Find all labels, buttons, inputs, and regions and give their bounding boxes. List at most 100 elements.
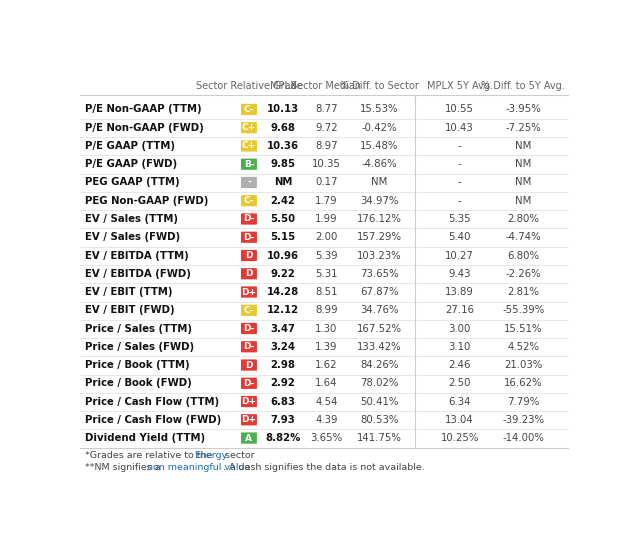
Text: NM: NM [515,141,531,151]
FancyBboxPatch shape [241,177,257,188]
Text: sector: sector [222,451,255,460]
Text: Energy: Energy [194,451,227,460]
Text: 78.02%: 78.02% [360,378,398,388]
Text: EV / EBIT (TTM): EV / EBIT (TTM) [84,287,172,297]
FancyBboxPatch shape [241,341,257,353]
Text: 176.12%: 176.12% [356,214,401,224]
FancyBboxPatch shape [241,250,257,261]
FancyBboxPatch shape [241,214,257,225]
FancyBboxPatch shape [241,268,257,280]
Text: 4.39: 4.39 [316,415,338,425]
Text: Price / Book (TTM): Price / Book (TTM) [84,360,189,370]
Text: C+: C+ [242,123,256,132]
Text: 80.53%: 80.53% [360,415,398,425]
Text: 2.50: 2.50 [449,378,471,388]
Text: 5.15: 5.15 [271,232,296,242]
Text: 2.80%: 2.80% [508,214,540,224]
Text: -0.42%: -0.42% [362,123,397,133]
Text: 2.42: 2.42 [271,196,296,205]
Text: D: D [245,251,253,260]
Text: -3.95%: -3.95% [506,105,541,114]
FancyBboxPatch shape [241,122,257,134]
Text: 0.17: 0.17 [316,178,338,187]
Text: -: - [458,141,461,151]
Text: -4.86%: -4.86% [362,159,397,169]
Text: EV / Sales (TTM): EV / Sales (TTM) [84,214,178,224]
Text: 13.89: 13.89 [445,287,474,297]
Text: Sector Relative Grade: Sector Relative Grade [196,81,302,91]
Text: 21.03%: 21.03% [504,360,543,370]
Text: -: - [458,178,461,187]
Text: 9.85: 9.85 [271,159,296,169]
Text: -39.23%: -39.23% [502,415,544,425]
Text: NM: NM [515,159,531,169]
Text: . A dash signifies the data is not available.: . A dash signifies the data is not avail… [223,463,424,472]
Text: 10.55: 10.55 [445,105,474,114]
Text: 8.97: 8.97 [315,141,338,151]
Text: P/E Non-GAAP (FWD): P/E Non-GAAP (FWD) [84,123,204,133]
Text: B-: B- [244,160,254,169]
Text: 6.34: 6.34 [449,397,471,407]
Text: Sector Median: Sector Median [291,81,362,91]
Text: D: D [245,269,253,278]
Text: D+: D+ [241,397,257,406]
Text: -14.00%: -14.00% [502,433,544,443]
Text: EV / EBIT (FWD): EV / EBIT (FWD) [84,305,174,315]
Text: P/E Non-GAAP (TTM): P/E Non-GAAP (TTM) [84,105,201,114]
Text: P/E GAAP (FWD): P/E GAAP (FWD) [84,159,177,169]
Text: 4.52%: 4.52% [508,342,540,352]
FancyBboxPatch shape [241,195,257,207]
Text: 5.31: 5.31 [316,269,338,278]
Text: 67.87%: 67.87% [360,287,399,297]
Text: 73.65%: 73.65% [360,269,399,278]
Text: 27.16: 27.16 [445,305,474,315]
Text: Price / Cash Flow (TTM): Price / Cash Flow (TTM) [84,397,219,407]
Text: -4.74%: -4.74% [506,232,541,242]
Text: 3.65%: 3.65% [310,433,342,443]
Text: C+: C+ [242,142,256,150]
Text: 157.29%: 157.29% [356,232,402,242]
Text: 3.00: 3.00 [449,324,471,334]
FancyBboxPatch shape [241,232,257,243]
Text: 34.76%: 34.76% [360,305,398,315]
Text: 9.22: 9.22 [271,269,296,278]
Text: -: - [458,196,461,205]
Text: 5.35: 5.35 [449,214,471,224]
Text: % Diff. to 5Y Avg.: % Diff. to 5Y Avg. [481,81,565,91]
Text: 10.25%: 10.25% [440,433,479,443]
Text: 8.82%: 8.82% [266,433,301,443]
Text: PEG GAAP (TTM): PEG GAAP (TTM) [84,178,179,187]
Text: 133.42%: 133.42% [357,342,401,352]
Text: EV / EBITDA (TTM): EV / EBITDA (TTM) [84,251,188,261]
Text: 1.62: 1.62 [316,360,338,370]
Text: 10.13: 10.13 [267,105,299,114]
Text: -7.25%: -7.25% [506,123,541,133]
FancyBboxPatch shape [241,323,257,334]
Text: 3.47: 3.47 [271,324,296,334]
Text: 3.24: 3.24 [271,342,296,352]
Text: D+: D+ [241,288,257,296]
Text: Price / Sales (TTM): Price / Sales (TTM) [84,324,191,334]
Text: 34.97%: 34.97% [360,196,398,205]
FancyBboxPatch shape [241,104,257,115]
Text: 16.62%: 16.62% [504,378,543,388]
Text: 9.43: 9.43 [449,269,471,278]
Text: % Diff. to Sector: % Diff. to Sector [340,81,419,91]
Text: 6.83: 6.83 [271,397,296,407]
Text: 1.64: 1.64 [316,378,338,388]
Text: -: - [458,159,461,169]
Text: NM: NM [515,196,531,205]
FancyBboxPatch shape [241,359,257,371]
Text: 14.28: 14.28 [267,287,299,297]
Text: PEG Non-GAAP (FWD): PEG Non-GAAP (FWD) [84,196,208,205]
Text: 12.12: 12.12 [267,305,299,315]
Text: D-: D- [243,324,255,333]
Text: 10.36: 10.36 [267,141,299,151]
Text: 13.04: 13.04 [445,415,474,425]
Text: 50.41%: 50.41% [360,397,398,407]
Text: 10.96: 10.96 [267,251,299,261]
Text: 2.92: 2.92 [271,378,296,388]
Text: 103.23%: 103.23% [357,251,401,261]
Text: 10.35: 10.35 [312,159,341,169]
Text: 9.68: 9.68 [271,123,296,133]
